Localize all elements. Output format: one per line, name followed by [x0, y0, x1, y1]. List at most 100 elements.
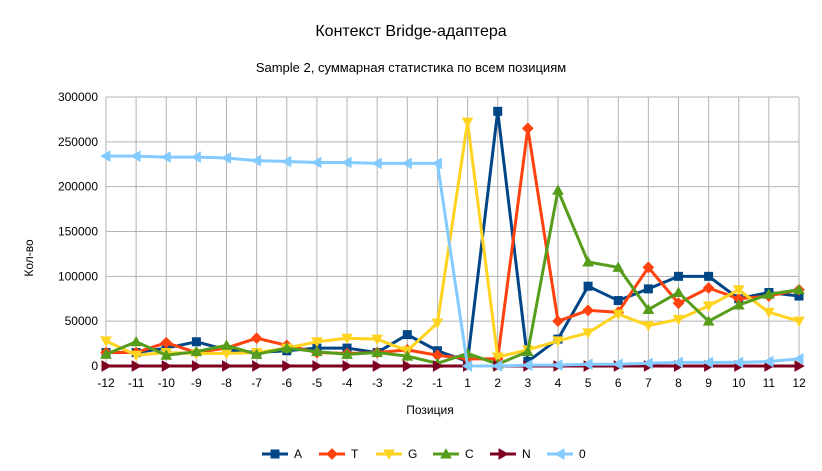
data-point-c: [190, 345, 203, 357]
y-tick-label: 0: [91, 359, 98, 373]
data-point-0: [100, 150, 111, 163]
data-point-g: [582, 328, 594, 339]
data-point-n: [191, 360, 203, 372]
x-tick-label: 4: [555, 376, 562, 390]
legend: A T G C N 0: [262, 447, 586, 461]
data-point-g: [461, 117, 474, 128]
data-point-n: [282, 360, 293, 372]
y-tick-label: 150000: [58, 225, 98, 239]
x-tick-label: -9: [191, 376, 202, 390]
data-point-t: [160, 336, 173, 349]
x-axis-label: Позиция: [406, 403, 453, 417]
x-tick-label: -11: [128, 376, 145, 390]
data-point-a: [402, 330, 412, 340]
legend-marker: [498, 448, 509, 460]
legend-label: C: [465, 447, 474, 461]
data-point-0: [521, 359, 533, 371]
data-point-c: [732, 299, 745, 310]
data-point-0: [491, 360, 503, 372]
data-point-0: [702, 356, 714, 369]
data-point-0: [763, 355, 774, 368]
data-point-t: [521, 122, 534, 135]
data-point-c: [702, 315, 715, 326]
data-point-t: [672, 297, 685, 310]
data-point-c: [552, 184, 564, 195]
data-point-g: [732, 285, 745, 296]
data-point-g: [612, 309, 625, 320]
legend-label: 0: [579, 447, 586, 461]
data-point-0: [250, 154, 262, 167]
y-tick-label: 300000: [58, 90, 98, 104]
data-point-t: [582, 304, 594, 317]
legend-item-t: T: [319, 447, 359, 461]
data-point-0: [672, 356, 683, 369]
data-point-a: [794, 291, 804, 301]
data-point-0: [401, 157, 412, 170]
data-point-0: [461, 360, 473, 372]
series-line-c: [105, 188, 800, 366]
data-point-c: [160, 349, 173, 360]
data-point-g: [642, 321, 655, 332]
legend-marker: [554, 448, 565, 460]
data-point-a: [643, 284, 653, 294]
data-point-n: [372, 360, 384, 372]
legend-item-n: N: [490, 447, 531, 461]
data-point-a: [191, 337, 201, 347]
data-point-g: [371, 334, 384, 345]
data-point-c: [672, 286, 685, 297]
data-point-0: [793, 352, 804, 365]
series-line-a: [106, 109, 800, 364]
legend-item-0: 0: [547, 447, 586, 461]
data-point-g: [552, 336, 564, 347]
data-point-g: [220, 348, 233, 360]
x-tick-label: -7: [251, 376, 262, 390]
data-point-t: [642, 261, 655, 274]
x-tick-label: 10: [732, 376, 746, 390]
data-point-0: [220, 152, 232, 164]
data-point-c: [341, 348, 353, 359]
data-point-a: [613, 296, 623, 306]
data-point-n: [131, 360, 142, 372]
data-point-c: [521, 345, 534, 357]
x-tick-label: -3: [372, 376, 383, 390]
legend-item-g: G: [376, 447, 417, 461]
y-axis-label: Кол-во: [22, 239, 36, 277]
legend-item-c: C: [433, 447, 474, 461]
data-point-0: [582, 358, 593, 371]
data-point-c: [130, 335, 142, 347]
legend-marker: [383, 449, 395, 460]
x-tick-label: -8: [221, 376, 232, 390]
data-point-a: [704, 271, 714, 281]
chart-title: Контекст Bridge-адаптера: [315, 23, 506, 40]
data-point-n: [794, 360, 805, 372]
data-point-a: [493, 106, 503, 116]
data-point-0: [160, 151, 171, 163]
data-point-c: [763, 288, 775, 299]
data-point-g: [793, 316, 805, 328]
x-tick-label: 9: [705, 376, 712, 390]
y-tick-label: 250000: [58, 135, 98, 149]
data-point-g: [672, 314, 685, 326]
data-point-g: [431, 318, 444, 329]
data-point-c: [100, 348, 112, 359]
series-line-0: [106, 154, 800, 368]
data-point-0: [431, 157, 442, 170]
x-tick-label: -2: [402, 376, 413, 390]
x-tick-label: 12: [792, 376, 806, 390]
x-tick-label: 7: [645, 376, 652, 390]
data-point-c: [401, 350, 414, 361]
y-tick-label: 100000: [58, 269, 98, 283]
data-point-t: [732, 292, 745, 305]
data-point-n: [161, 360, 173, 372]
data-point-g: [763, 307, 775, 319]
legend-item-a: A: [262, 447, 302, 461]
data-point-a: [673, 271, 683, 281]
x-tick-label: -12: [97, 376, 115, 390]
data-point-a: [583, 281, 593, 291]
x-tick-label: 2: [494, 376, 501, 390]
data-point-0: [311, 156, 322, 169]
x-tick-label: -5: [312, 376, 323, 390]
data-point-c: [280, 342, 293, 353]
data-point-c: [582, 256, 594, 267]
